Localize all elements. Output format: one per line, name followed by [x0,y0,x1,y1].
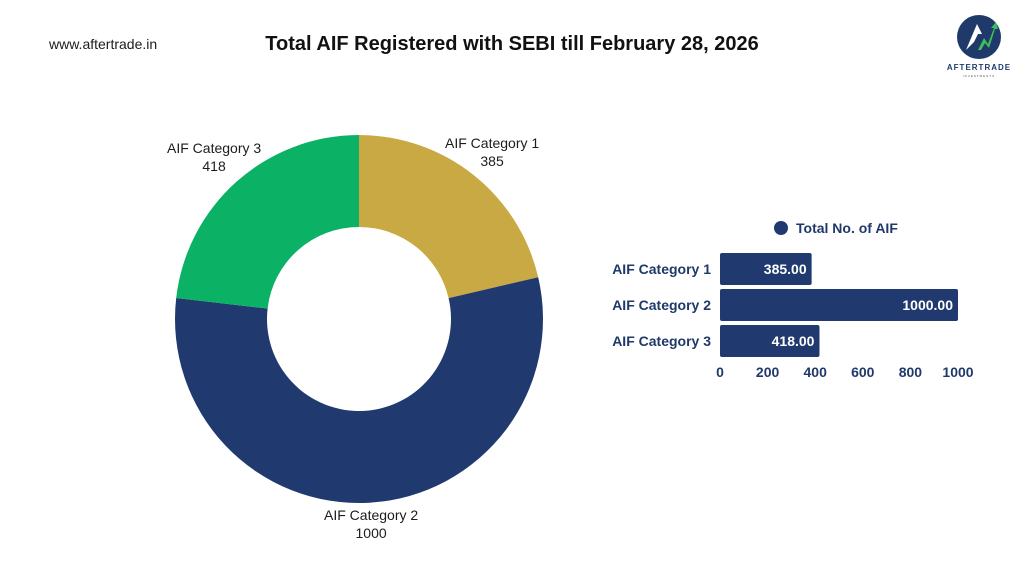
logo-subtext: INVESTMENTS [962,74,996,78]
x-tick-label: 600 [851,364,875,380]
bar-2 [720,289,958,321]
bar-category-label: AIF Category 2 [612,297,711,313]
x-tick-label: 200 [756,364,780,380]
donut-label-name: AIF Category 1 [445,135,540,151]
legend-label: Total No. of AIF [796,220,898,236]
logo-wordmark: AFTERTRADE [946,63,1012,72]
page-title: Total AIF Registered with SEBI till Febr… [265,33,759,55]
donut-slice-3 [176,135,359,309]
x-tick-label: 800 [899,364,923,380]
bar-category-label: AIF Category 1 [612,261,711,277]
bar-1 [720,253,812,285]
donut-label-value: 385 [480,153,504,169]
donut-slice-2 [174,277,543,503]
site-url[interactable]: www.aftertrade.in [49,36,158,52]
bar-data-label: 385.00 [764,261,807,277]
donut-label-1: AIF Category 1 385 [445,134,539,170]
donut-label-3: AIF Category 3 418 [167,139,261,175]
bar-3 [720,325,820,357]
bar-category-label: AIF Category 3 [612,333,711,349]
bar-data-label: 418.00 [772,333,815,349]
brand-logo: AFTERTRADE INVESTMENTS [944,12,1014,92]
donut-label-name: AIF Category 2 [324,507,419,523]
x-tick-label: 1000 [942,364,973,380]
donut-label-2: AIF Category 2 1000 [324,506,418,542]
logo-icon [957,15,1001,59]
legend-swatch [774,221,788,235]
donut-label-value: 418 [202,158,226,174]
x-tick-label: 400 [804,364,828,380]
x-tick-label: 0 [716,364,724,380]
bar-data-label: 1000.00 [902,297,953,313]
donut-label-name: AIF Category 3 [167,140,262,156]
donut-slice-1 [359,135,539,299]
bar-legend: Total No. of AIF [774,220,898,236]
donut-label-value: 1000 [355,525,387,541]
